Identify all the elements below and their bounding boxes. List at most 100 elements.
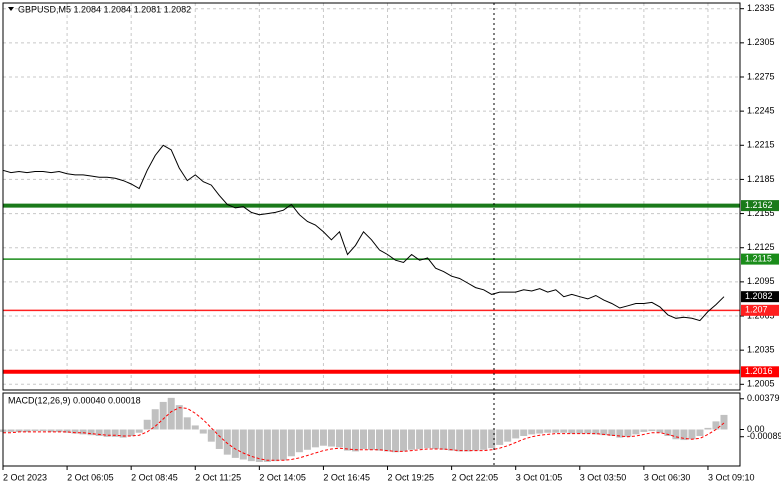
x-tick-label: 3 Oct 06:30: [644, 472, 691, 482]
macd-bar: [696, 429, 704, 436]
macd-bar: [279, 429, 287, 461]
y-tick-label: 1.2185: [747, 174, 775, 184]
macd-bar: [624, 429, 632, 437]
macd-bar: [536, 429, 544, 434]
macd-bar: [79, 429, 87, 435]
y-tick-label: 0.00379: [747, 393, 780, 403]
macd-bar: [103, 429, 111, 437]
macd-bar: [600, 429, 608, 436]
macd-bar: [592, 429, 600, 435]
macd-bar: [239, 429, 247, 460]
macd-bar: [119, 429, 127, 438]
macd-bar: [263, 429, 271, 462]
macd-bar: [432, 429, 440, 449]
y-tick-label: 1.2035: [747, 345, 775, 355]
macd-bar: [55, 429, 63, 432]
macd-bar: [303, 429, 311, 450]
macd-bar: [215, 429, 223, 449]
macd-bar: [440, 429, 448, 450]
macd-bar: [63, 429, 71, 433]
macd-bar: [295, 429, 303, 453]
macd-bar: [672, 429, 680, 440]
macd-bar: [680, 429, 688, 441]
x-tick-label: 2 Oct 2023: [3, 472, 47, 482]
macd-bar: [335, 429, 343, 448]
level-label-box: [741, 253, 779, 265]
level-label: 1.2016: [745, 366, 773, 376]
price-line: [2, 144, 725, 322]
macd-bar: [488, 429, 496, 449]
macd-bar: [400, 429, 408, 452]
x-tick-label: 2 Oct 08:45: [131, 472, 178, 482]
macd-bar: [319, 429, 327, 446]
macd-bar: [95, 429, 103, 436]
macd-title: MACD(12,26,9) 0.00040 0.00018: [8, 395, 141, 405]
y-tick-label: 1.2275: [747, 71, 775, 81]
macd-bar: [287, 429, 295, 457]
macd-bar: [656, 429, 664, 433]
macd-bar: [127, 429, 135, 436]
macd-bar: [552, 429, 560, 433]
level-label-box: [741, 200, 779, 212]
macd-bar: [648, 429, 656, 432]
macd-bar: [15, 429, 23, 432]
macd-bar: [39, 429, 47, 432]
level-label: 1.2115: [745, 253, 772, 263]
macd-bar: [255, 429, 263, 462]
macd-bar: [327, 429, 335, 447]
macd-bar: [135, 429, 143, 433]
macd-bar: [664, 429, 672, 436]
y-tick-label: 1.2005: [747, 379, 775, 389]
macd-bar: [712, 421, 720, 430]
macd-bar: [520, 429, 528, 436]
y-tick-label: 1.2215: [747, 140, 775, 150]
level-label-box: [741, 304, 779, 316]
level-label: 1.2162: [745, 200, 773, 210]
macd-bar: [512, 429, 520, 439]
macd-bar: [576, 429, 584, 434]
macd-bar: [23, 429, 31, 432]
macd-bar: [496, 429, 504, 445]
macd-bar: [87, 429, 95, 436]
x-tick-label: 2 Oct 11:25: [195, 472, 241, 482]
macd-bar: [71, 429, 79, 434]
macd-bar: [159, 401, 167, 430]
macd-bar: [376, 429, 384, 451]
macd-bar: [351, 429, 359, 452]
macd-bar: [584, 429, 592, 434]
macd-bar: [640, 429, 648, 432]
macd-bar: [384, 429, 392, 452]
macd-bar: [47, 429, 55, 432]
x-tick-label: 2 Oct 19:25: [388, 472, 435, 482]
macd-bar: [568, 429, 576, 434]
macd-bar: [560, 429, 568, 433]
y-tick-label: 1.2155: [747, 208, 775, 218]
y-tick-label: 1.2335: [747, 3, 775, 13]
macd-bar: [207, 429, 215, 442]
y-tick-label: 1.2095: [747, 276, 775, 286]
last-price-label: 1.2082: [745, 291, 773, 301]
x-tick-label: 3 Oct 09:10: [708, 472, 755, 482]
y-tick-label: 0.00: [747, 424, 765, 434]
signal-line: [3, 407, 725, 461]
macd-bar: [424, 429, 432, 449]
macd-bar: [223, 429, 231, 455]
macd-bar: [247, 429, 255, 462]
macd-bar: [167, 397, 175, 430]
macd-bar: [143, 419, 151, 430]
macd-bar: [704, 427, 712, 430]
x-tick-label: 3 Oct 01:05: [516, 472, 563, 482]
macd-bar: [191, 425, 199, 430]
macd-bar: [616, 429, 624, 438]
macd-bar: [608, 429, 616, 436]
y-tick-label: 1.2245: [747, 106, 775, 116]
x-tick-label: 2 Oct 22:05: [452, 472, 499, 482]
macd-bar: [111, 429, 119, 437]
level-label: 1.207: [745, 305, 768, 315]
macd-bar: [392, 429, 400, 453]
macd-bar: [311, 429, 319, 448]
last-price-box: [741, 291, 779, 303]
y-tick-label: 1.2125: [747, 242, 775, 252]
